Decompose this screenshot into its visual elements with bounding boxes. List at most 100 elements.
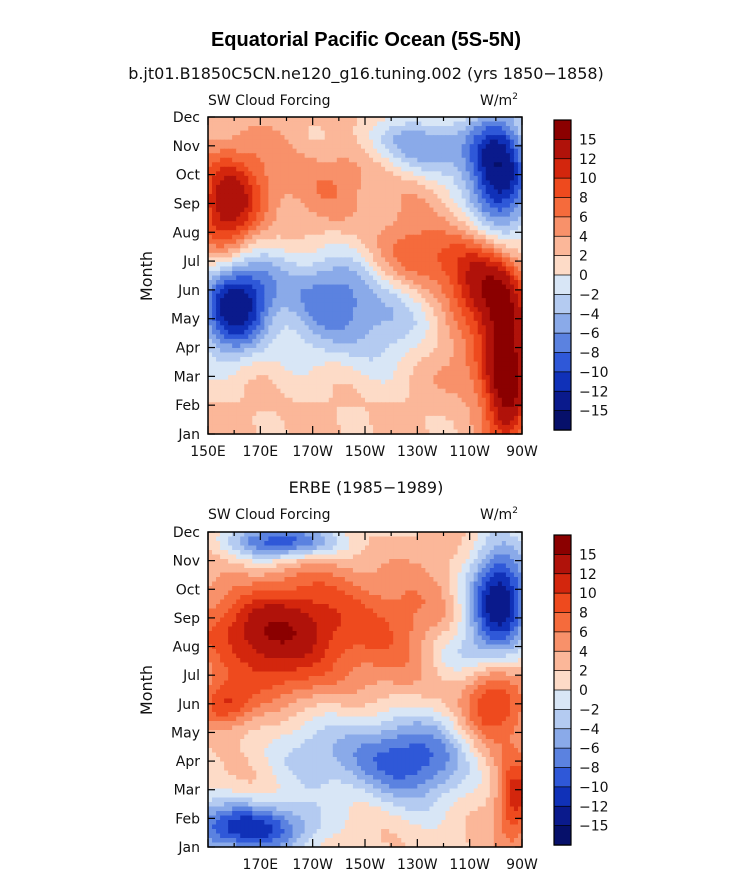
field-cell xyxy=(417,307,422,313)
field-cell xyxy=(417,130,422,136)
field-cell xyxy=(336,257,342,263)
field-cell xyxy=(473,225,479,231)
field-cell xyxy=(497,139,503,145)
field-cell xyxy=(280,180,286,186)
field-cell xyxy=(316,225,322,231)
field-cell xyxy=(316,153,322,159)
field-cell xyxy=(296,171,302,177)
field-cell xyxy=(365,280,370,286)
field-cell xyxy=(465,338,471,345)
field-cell xyxy=(445,234,451,240)
field-cell xyxy=(232,316,237,322)
field-cell xyxy=(324,289,330,295)
field-cell xyxy=(425,311,431,317)
field-cell xyxy=(417,379,422,385)
field-cell xyxy=(280,248,286,254)
field-cell xyxy=(272,397,278,403)
field-cell xyxy=(445,284,451,290)
field-cell xyxy=(493,216,499,222)
field-cell xyxy=(473,366,479,372)
field-cell xyxy=(276,207,282,213)
field-cell xyxy=(248,343,253,349)
field-cell xyxy=(228,402,233,408)
field-cell xyxy=(441,298,447,304)
field-cell xyxy=(493,270,499,277)
field-cell xyxy=(332,198,338,204)
field-cell xyxy=(505,175,511,181)
field-cell xyxy=(381,402,386,408)
field-cell xyxy=(401,180,406,186)
field-cell xyxy=(405,343,410,349)
field-cell xyxy=(248,180,253,186)
field-cell xyxy=(276,153,282,159)
field-cell xyxy=(385,316,390,322)
field-cell xyxy=(228,171,233,177)
field-cell xyxy=(284,280,290,286)
field-cell xyxy=(453,212,459,218)
field-cell xyxy=(473,302,479,308)
field-cell xyxy=(453,243,459,249)
field-cell xyxy=(324,325,330,331)
field-cell xyxy=(308,329,314,335)
field-cell xyxy=(360,148,366,154)
field-cell xyxy=(260,180,265,186)
field-cell xyxy=(457,311,463,317)
field-cell xyxy=(308,393,314,399)
field-cell xyxy=(369,357,374,363)
field-cell xyxy=(425,117,431,123)
field-cell xyxy=(481,384,487,390)
field-cell xyxy=(340,307,346,313)
field-cell xyxy=(360,234,366,240)
field-cell xyxy=(208,357,213,363)
field-cell xyxy=(300,270,306,277)
field-cell xyxy=(348,144,354,150)
field-cell xyxy=(224,184,229,191)
field-cell xyxy=(377,311,382,317)
field-cell xyxy=(505,180,511,186)
field-cell xyxy=(288,248,294,254)
field-cell xyxy=(449,135,455,141)
field-cell xyxy=(224,157,229,163)
field-cell xyxy=(473,148,479,154)
field-cell xyxy=(296,270,302,277)
field-cell xyxy=(260,366,265,372)
field-cell xyxy=(236,320,241,326)
field-cell xyxy=(292,357,298,363)
field-cell xyxy=(308,203,314,209)
field-cell xyxy=(312,252,318,258)
field-cell xyxy=(373,266,378,272)
field-cell xyxy=(509,212,515,218)
field-cell xyxy=(208,270,213,277)
field-cell xyxy=(300,230,306,236)
field-cell xyxy=(240,307,245,313)
field-cell xyxy=(377,144,382,150)
field-cell xyxy=(300,162,306,168)
field-cell xyxy=(352,121,358,127)
field-cell xyxy=(260,243,265,249)
field-cell xyxy=(393,261,398,268)
field-cell xyxy=(272,284,278,290)
field-cell xyxy=(489,193,495,200)
field-cell xyxy=(308,234,314,240)
field-cell xyxy=(409,139,414,145)
field-cell xyxy=(288,139,294,145)
field-cell xyxy=(389,221,394,227)
field-cell xyxy=(264,270,269,277)
field-cell xyxy=(224,248,229,254)
field-cell xyxy=(308,334,314,340)
field-cell xyxy=(312,338,318,345)
field-cell xyxy=(461,357,467,363)
field-cell xyxy=(489,316,495,322)
field-cell xyxy=(328,320,334,326)
field-cell xyxy=(425,298,431,304)
field-cell xyxy=(252,180,257,186)
field-cell xyxy=(481,243,487,249)
field-cell xyxy=(252,243,257,249)
field-cell xyxy=(409,275,414,281)
field-cell xyxy=(304,307,310,313)
field-cell xyxy=(284,239,290,245)
field-cell xyxy=(389,375,394,381)
field-cell xyxy=(493,329,499,335)
field-cell xyxy=(256,189,261,195)
field-cell xyxy=(216,203,221,209)
